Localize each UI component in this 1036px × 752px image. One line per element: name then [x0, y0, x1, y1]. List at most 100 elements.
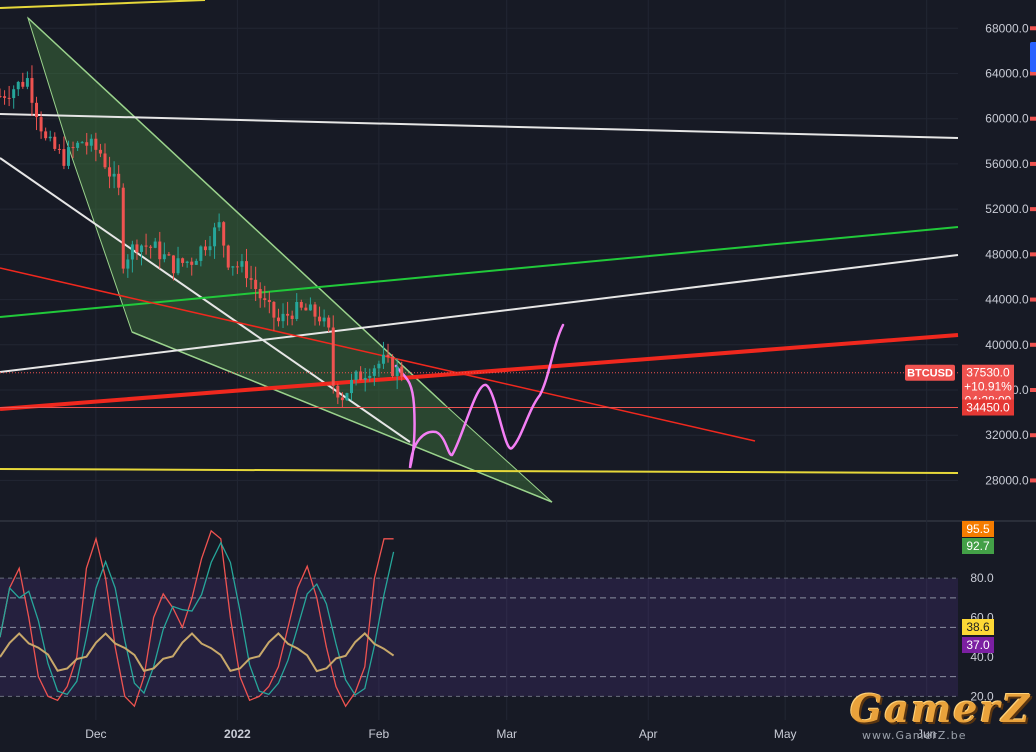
axis-marker: [1030, 161, 1036, 166]
time-tick-label: Jun: [917, 727, 936, 741]
candle-body: [76, 142, 80, 148]
price-tick-label: 64000.0: [985, 66, 1029, 80]
oscillator-tick-label: 80.0: [970, 571, 994, 585]
candle-body: [377, 363, 381, 369]
candle-body: [290, 315, 294, 319]
time-tick-label: Apr: [639, 727, 658, 741]
time-axis: Dec 2022 Feb Mar Apr May Jun: [85, 727, 936, 741]
candle-body: [0, 96, 2, 98]
marked-level-label: 34450.0: [966, 401, 1010, 415]
candle-body: [181, 258, 185, 263]
candle-body: [368, 375, 372, 378]
axis-marker: [1030, 297, 1036, 302]
candle-body: [194, 260, 198, 265]
candle-body: [171, 255, 175, 274]
axis-marker: [1030, 207, 1036, 212]
candle-body: [149, 246, 153, 248]
price-projection-path: [394, 323, 565, 469]
oscillator-value-badge: [962, 538, 994, 554]
candle-body: [372, 368, 376, 376]
yellow-line-top: [0, 0, 206, 9]
candle-body: [71, 147, 75, 149]
candle-body: [235, 266, 239, 268]
candle-body: [98, 149, 102, 154]
candle-body: [226, 245, 230, 268]
candle-body: [89, 138, 93, 146]
candle-body: [240, 261, 244, 267]
oscillator-tick-label: 20.0: [970, 689, 994, 703]
candle-body: [299, 301, 303, 308]
time-tick-label: May: [774, 727, 797, 741]
axis-marker: [1030, 388, 1036, 392]
candle-body: [276, 317, 280, 322]
candle-body: [363, 377, 367, 380]
candle-body: [121, 187, 125, 269]
candle-body: [231, 266, 235, 268]
yellow-line-bottom: [0, 468, 959, 474]
candle-body: [395, 366, 399, 377]
candle-body: [35, 102, 39, 118]
watermark-url: www.GamerZ.be: [862, 729, 967, 742]
candle-body: [94, 138, 98, 150]
candle-body: [30, 78, 34, 103]
axis-marker: [1030, 342, 1036, 347]
candle-body: [308, 304, 312, 311]
candle-body: [254, 279, 258, 290]
candle-body: [140, 245, 144, 252]
candle-body: [345, 393, 349, 401]
price-tick-label: 56000.0: [985, 157, 1029, 171]
axis-marker: [1030, 116, 1036, 121]
oscillator-value-label: 37.0: [966, 638, 990, 652]
oscillator-series-k: [0, 529, 394, 708]
red-line-support: [0, 333, 959, 411]
candle-body: [281, 313, 285, 322]
marked-level-badge: [962, 399, 1014, 416]
candle-body: [158, 241, 162, 260]
green-line: [0, 226, 959, 318]
candle-body: [80, 142, 84, 144]
oscillator-value-badge: [962, 619, 994, 635]
oscillator-series-d: [0, 541, 395, 696]
candle-body: [208, 246, 212, 251]
price-tick-label: 48000.0: [985, 247, 1029, 261]
symbol-badge-label: BTCUSD: [907, 368, 953, 380]
candle-body: [313, 304, 317, 317]
last-price-label: 37530.0: [966, 366, 1010, 380]
candle-body: [12, 89, 16, 99]
candle-body: [167, 254, 171, 256]
axis-marker: [1030, 71, 1036, 76]
candle-body: [199, 246, 203, 261]
axis-marker: [1030, 478, 1036, 483]
candle-body: [66, 147, 70, 166]
oscillator-tick-label: 40.0: [970, 650, 994, 664]
change-pct-label: +10.91%: [964, 380, 1012, 394]
candle-body: [350, 379, 354, 394]
candle-body: [135, 244, 139, 252]
candle-body: [130, 244, 134, 260]
candle-body: [359, 371, 363, 380]
price-tick-label: 40000.0: [985, 338, 1029, 352]
candle-body: [7, 97, 11, 99]
side-panel-tab[interactable]: [1030, 42, 1036, 72]
time-tick-label: Dec: [85, 727, 106, 741]
candle-body: [217, 222, 221, 228]
price-tick-label: 68000.0: [985, 21, 1029, 35]
candle-body: [44, 131, 48, 139]
candle-body: [25, 78, 29, 87]
candle-body: [103, 153, 107, 168]
oscillator-series-slow: [0, 631, 395, 673]
price-axis: 68000.0 64000.0 60000.0 56000.0 52000.0 48000…: [905, 21, 1036, 703]
watermark-logo: GamerZ: [850, 686, 1032, 731]
candle-body: [263, 298, 267, 301]
candle-body: [126, 259, 130, 269]
price-tick-label: 52000.0: [985, 202, 1029, 216]
time-tick-label: Mar: [496, 727, 517, 741]
candle-body: [286, 313, 290, 316]
candle-body: [16, 81, 20, 90]
axis-marker: [1030, 252, 1036, 257]
channel-lower-line: [131, 331, 553, 503]
candle-body: [340, 397, 344, 401]
